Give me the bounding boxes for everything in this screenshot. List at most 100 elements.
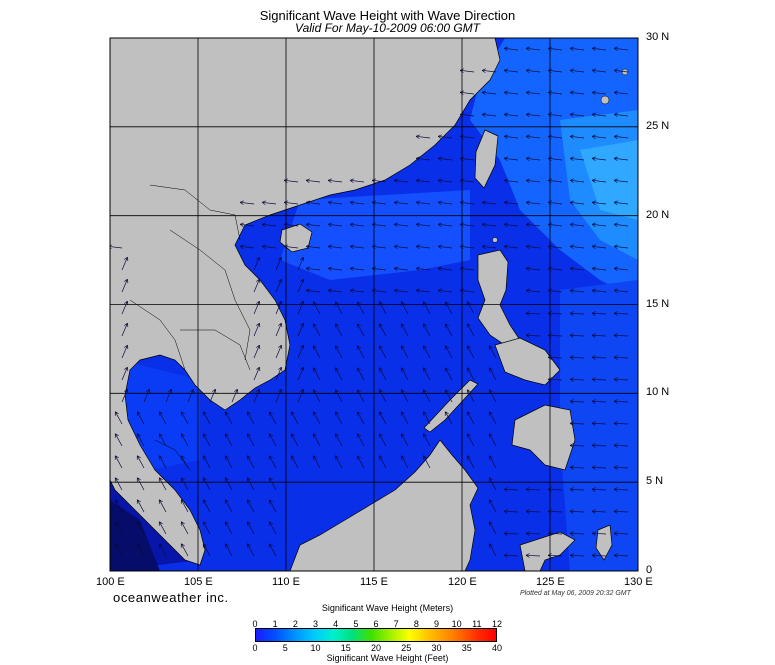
wave-arrow [422,301,431,315]
wave-arrow [136,521,145,535]
wave-arrow [488,521,497,535]
wave-arrow [569,465,585,470]
wave-arrow [466,345,475,359]
y-tick-label: 25 N [646,119,670,132]
wave-arrow [312,323,321,337]
wave-arrow [422,323,431,337]
wave-arrow [114,499,123,513]
wave-arrow [437,222,453,227]
wave-arrow [569,399,585,404]
wave-arrow [591,266,607,271]
wave-arrow [525,222,541,227]
wave-arrow [459,288,475,293]
wave-arrow [334,411,343,425]
wave-arrow [371,266,387,271]
colorbar-feet-label: 30 [431,643,442,653]
wave-arrow [239,200,255,205]
wave-arrow [231,388,239,403]
x-tick-label: 110 E [272,576,300,588]
wave-arrow [349,200,365,205]
wave-arrow [121,300,129,315]
wave-arrow [488,389,497,403]
wave-arrow [393,222,409,227]
wave-arrow [613,333,629,338]
wave-arrow [253,344,261,359]
wave-arrow [547,333,563,338]
wave-arrow [422,345,431,359]
colorbar-feet-label: 10 [310,643,321,653]
wave-arrow [591,68,607,73]
wave-arrow [165,388,173,403]
wave-arrow [158,411,167,425]
wave-arrow [525,266,541,271]
wave-arrow [591,553,607,558]
land-taiwan [474,129,499,189]
wave-arrow [393,288,409,293]
country-borders [129,184,251,471]
wave-arrow [400,323,409,337]
x-tick-label: 115 E [360,576,388,588]
wave-arrow [613,399,629,404]
colorbar-meter-label: 9 [433,619,440,629]
wave-arrow [547,355,563,360]
wave-arrow [569,200,585,205]
colorbar-feet-label: 5 [282,643,288,653]
colorbar-feet-label: 15 [340,643,351,653]
wave-arrow [422,433,431,447]
wave-arrow [569,288,585,293]
wave-arrow [525,244,541,249]
wave-arrow [114,411,123,425]
wave-arrow [569,443,585,448]
wave-arrow [136,499,145,513]
wave-arrow [422,389,431,403]
wave-arrow [268,411,277,425]
wave-arrow [400,389,409,403]
colorbar-feet-label: 40 [491,643,503,653]
wave-arrow [459,134,475,139]
wave-arrow [525,333,541,338]
wave-arrow [312,455,321,469]
wave-arrow [459,68,475,73]
wave-arrow [356,301,365,315]
wave-arrow [297,344,305,359]
wave-arrow [356,389,365,403]
wave-arrow [305,200,321,205]
wave-arrow [400,411,409,425]
wave-arrow [261,244,277,249]
wave-arrow [481,68,497,73]
wave-arrow [275,322,283,337]
wave-arrow [613,222,629,227]
wave-arrow [591,399,607,404]
wave-arrow [525,90,541,95]
wave-arrow [114,521,123,535]
wave-arrow [569,509,585,514]
wave-arrow [415,200,431,205]
wave-arrow [224,499,233,513]
wave-arrow [393,200,409,205]
wave-arrow [613,134,629,139]
wave-arrow [591,377,607,382]
wave-arrow [437,200,453,205]
wave-arrow [547,311,563,316]
wave-arrow [503,90,519,95]
land-visayas [494,337,561,386]
wave-arrow [466,455,475,469]
wave-arrow [459,90,475,95]
wave-arrow [371,288,387,293]
wave-arrow [547,222,563,227]
wave-arrow [334,367,343,381]
wave-arrow [378,411,387,425]
wave-arrow [312,367,321,381]
wave-arrow [334,345,343,359]
wave-arrow [569,90,585,95]
wave-arrow [268,433,277,447]
wave-arrow [400,433,409,447]
wave-arrow [327,266,343,271]
colorbar-meter-label: 7 [393,619,399,629]
wave-arrow [180,543,189,557]
wave-arrow [121,278,129,293]
wave-arrow [422,411,431,425]
island-batanes [492,237,498,243]
wave-arrow [224,521,233,535]
wave-arrow [246,543,255,557]
